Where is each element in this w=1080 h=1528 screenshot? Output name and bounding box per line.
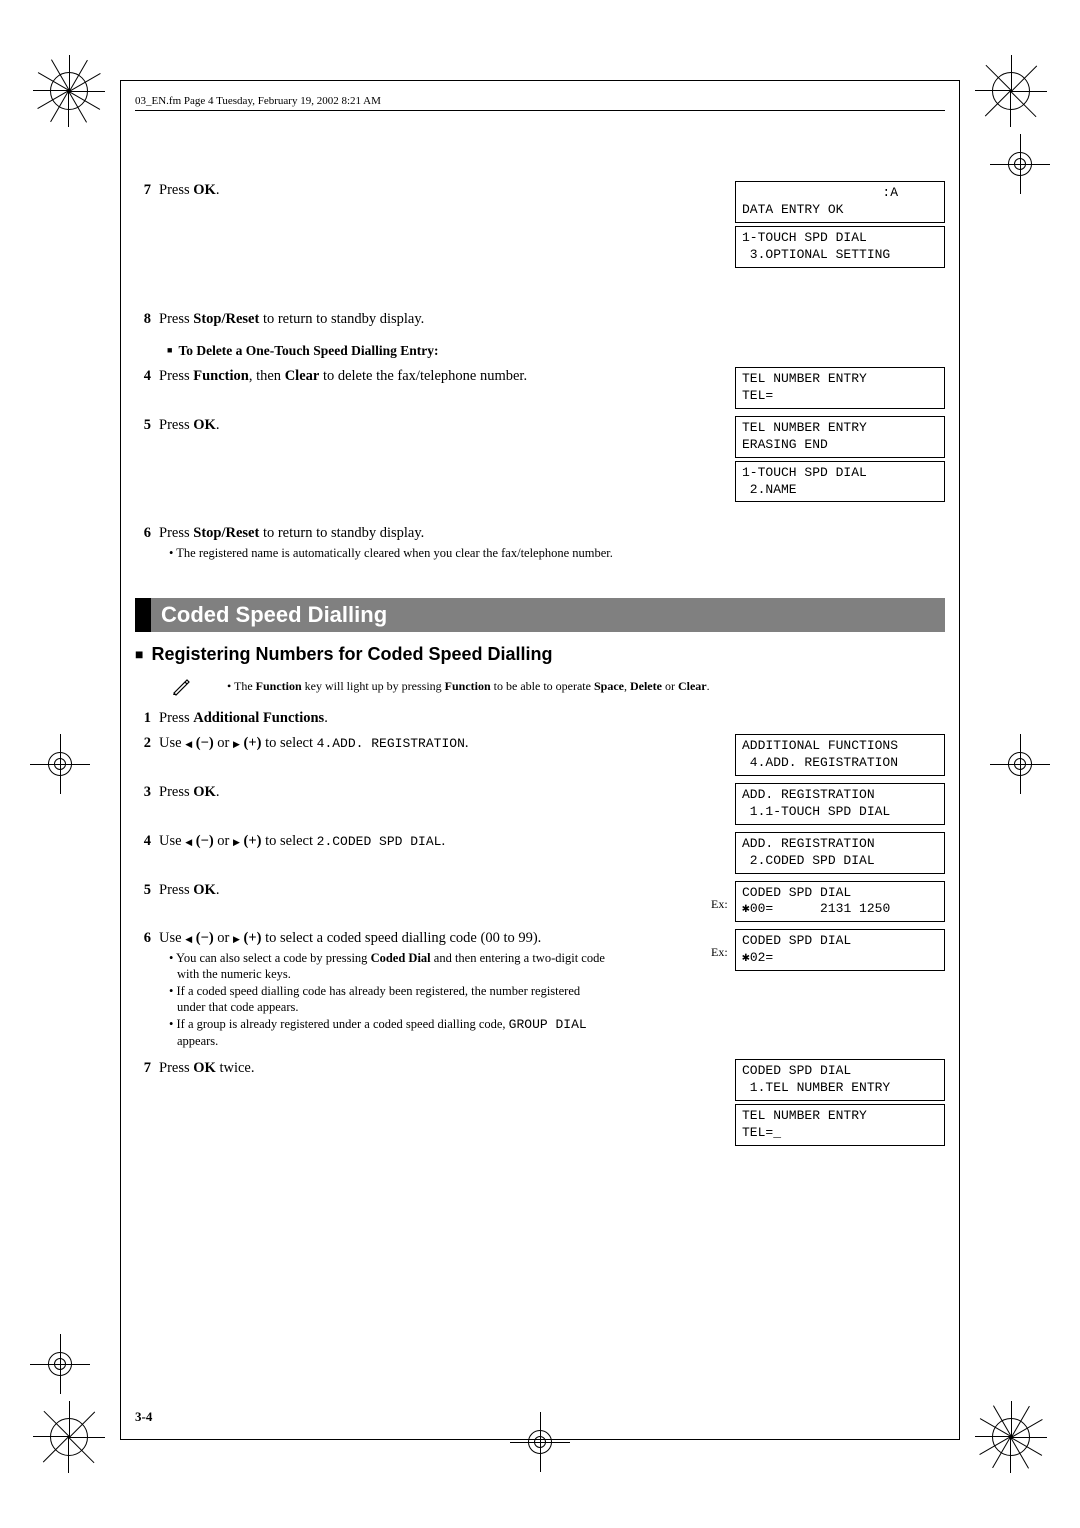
- example-label: Ex:: [711, 897, 728, 912]
- step-5: 5 Press OK.: [135, 881, 610, 901]
- radial-mark: [50, 1418, 88, 1456]
- delete-sub-heading: To Delete a One-Touch Speed Dialling Ent…: [167, 343, 610, 359]
- radial-mark: [992, 72, 1030, 110]
- crop-mark: [990, 134, 1050, 194]
- step-5-del: 5 Press OK.: [135, 416, 610, 436]
- lcd-display: CODED SPD DIAL 1.TEL NUMBER ENTRY TEL NU…: [735, 1059, 945, 1146]
- step-6: 6 Use (−) or (+) to select a coded speed…: [135, 929, 610, 1049]
- step-1: 1 Press Additional Functions.: [135, 709, 610, 729]
- step-6-del: 6 Press Stop/Reset to return to standby …: [135, 524, 795, 561]
- lcd-display: ADDITIONAL FUNCTIONS 4.ADD. REGISTRATION: [735, 734, 945, 776]
- lcd-display: ADD. REGISTRATION 1.1-TOUCH SPD DIAL: [735, 783, 945, 825]
- lcd-display: TEL NUMBER ENTRY ERASING END 1-TOUCH SPD…: [735, 416, 945, 503]
- crop-mark: [990, 734, 1050, 794]
- step-8: 8 Press Stop/Reset to return to standby …: [135, 310, 610, 330]
- step-7: 7 Press OK.: [135, 181, 610, 201]
- radial-mark: [50, 72, 88, 110]
- page-number: 3-4: [135, 1409, 152, 1425]
- crop-mark: [30, 1334, 90, 1394]
- lcd-display: CODED SPD DIAL ✱00= 2131 1250: [735, 881, 945, 923]
- page-header: 03_EN.fm Page 4 Tuesday, February 19, 20…: [135, 95, 945, 111]
- section-title: Coded Speed Dialling: [135, 598, 945, 632]
- lcd-display: CODED SPD DIAL ✱02=: [735, 929, 945, 971]
- step-7b: 7 Press OK twice.: [135, 1059, 610, 1079]
- lcd-display: ADD. REGISTRATION 2.CODED SPD DIAL: [735, 832, 945, 874]
- step-4-del: 4 Press Function, then Clear to delete t…: [135, 367, 610, 387]
- lcd-display: TEL NUMBER ENTRY TEL=: [735, 367, 945, 409]
- step-2: 2 Use (−) or (+) to select 4.ADD. REGIST…: [135, 734, 610, 754]
- example-label: Ex:: [711, 945, 728, 960]
- note-row: • The Function key will light up by pres…: [171, 677, 945, 697]
- note-icon: [171, 677, 191, 697]
- crop-mark: [30, 734, 90, 794]
- lcd-display: :A DATA ENTRY OK 1-TOUCH SPD DIAL 3.OPTI…: [735, 181, 945, 268]
- step-4: 4 Use (−) or (+) to select 2.CODED SPD D…: [135, 832, 610, 852]
- subsection-title: Registering Numbers for Coded Speed Dial…: [135, 644, 945, 665]
- step-3: 3 Press OK.: [135, 783, 610, 803]
- radial-mark: [992, 1418, 1030, 1456]
- page-frame: 03_EN.fm Page 4 Tuesday, February 19, 20…: [120, 80, 960, 1440]
